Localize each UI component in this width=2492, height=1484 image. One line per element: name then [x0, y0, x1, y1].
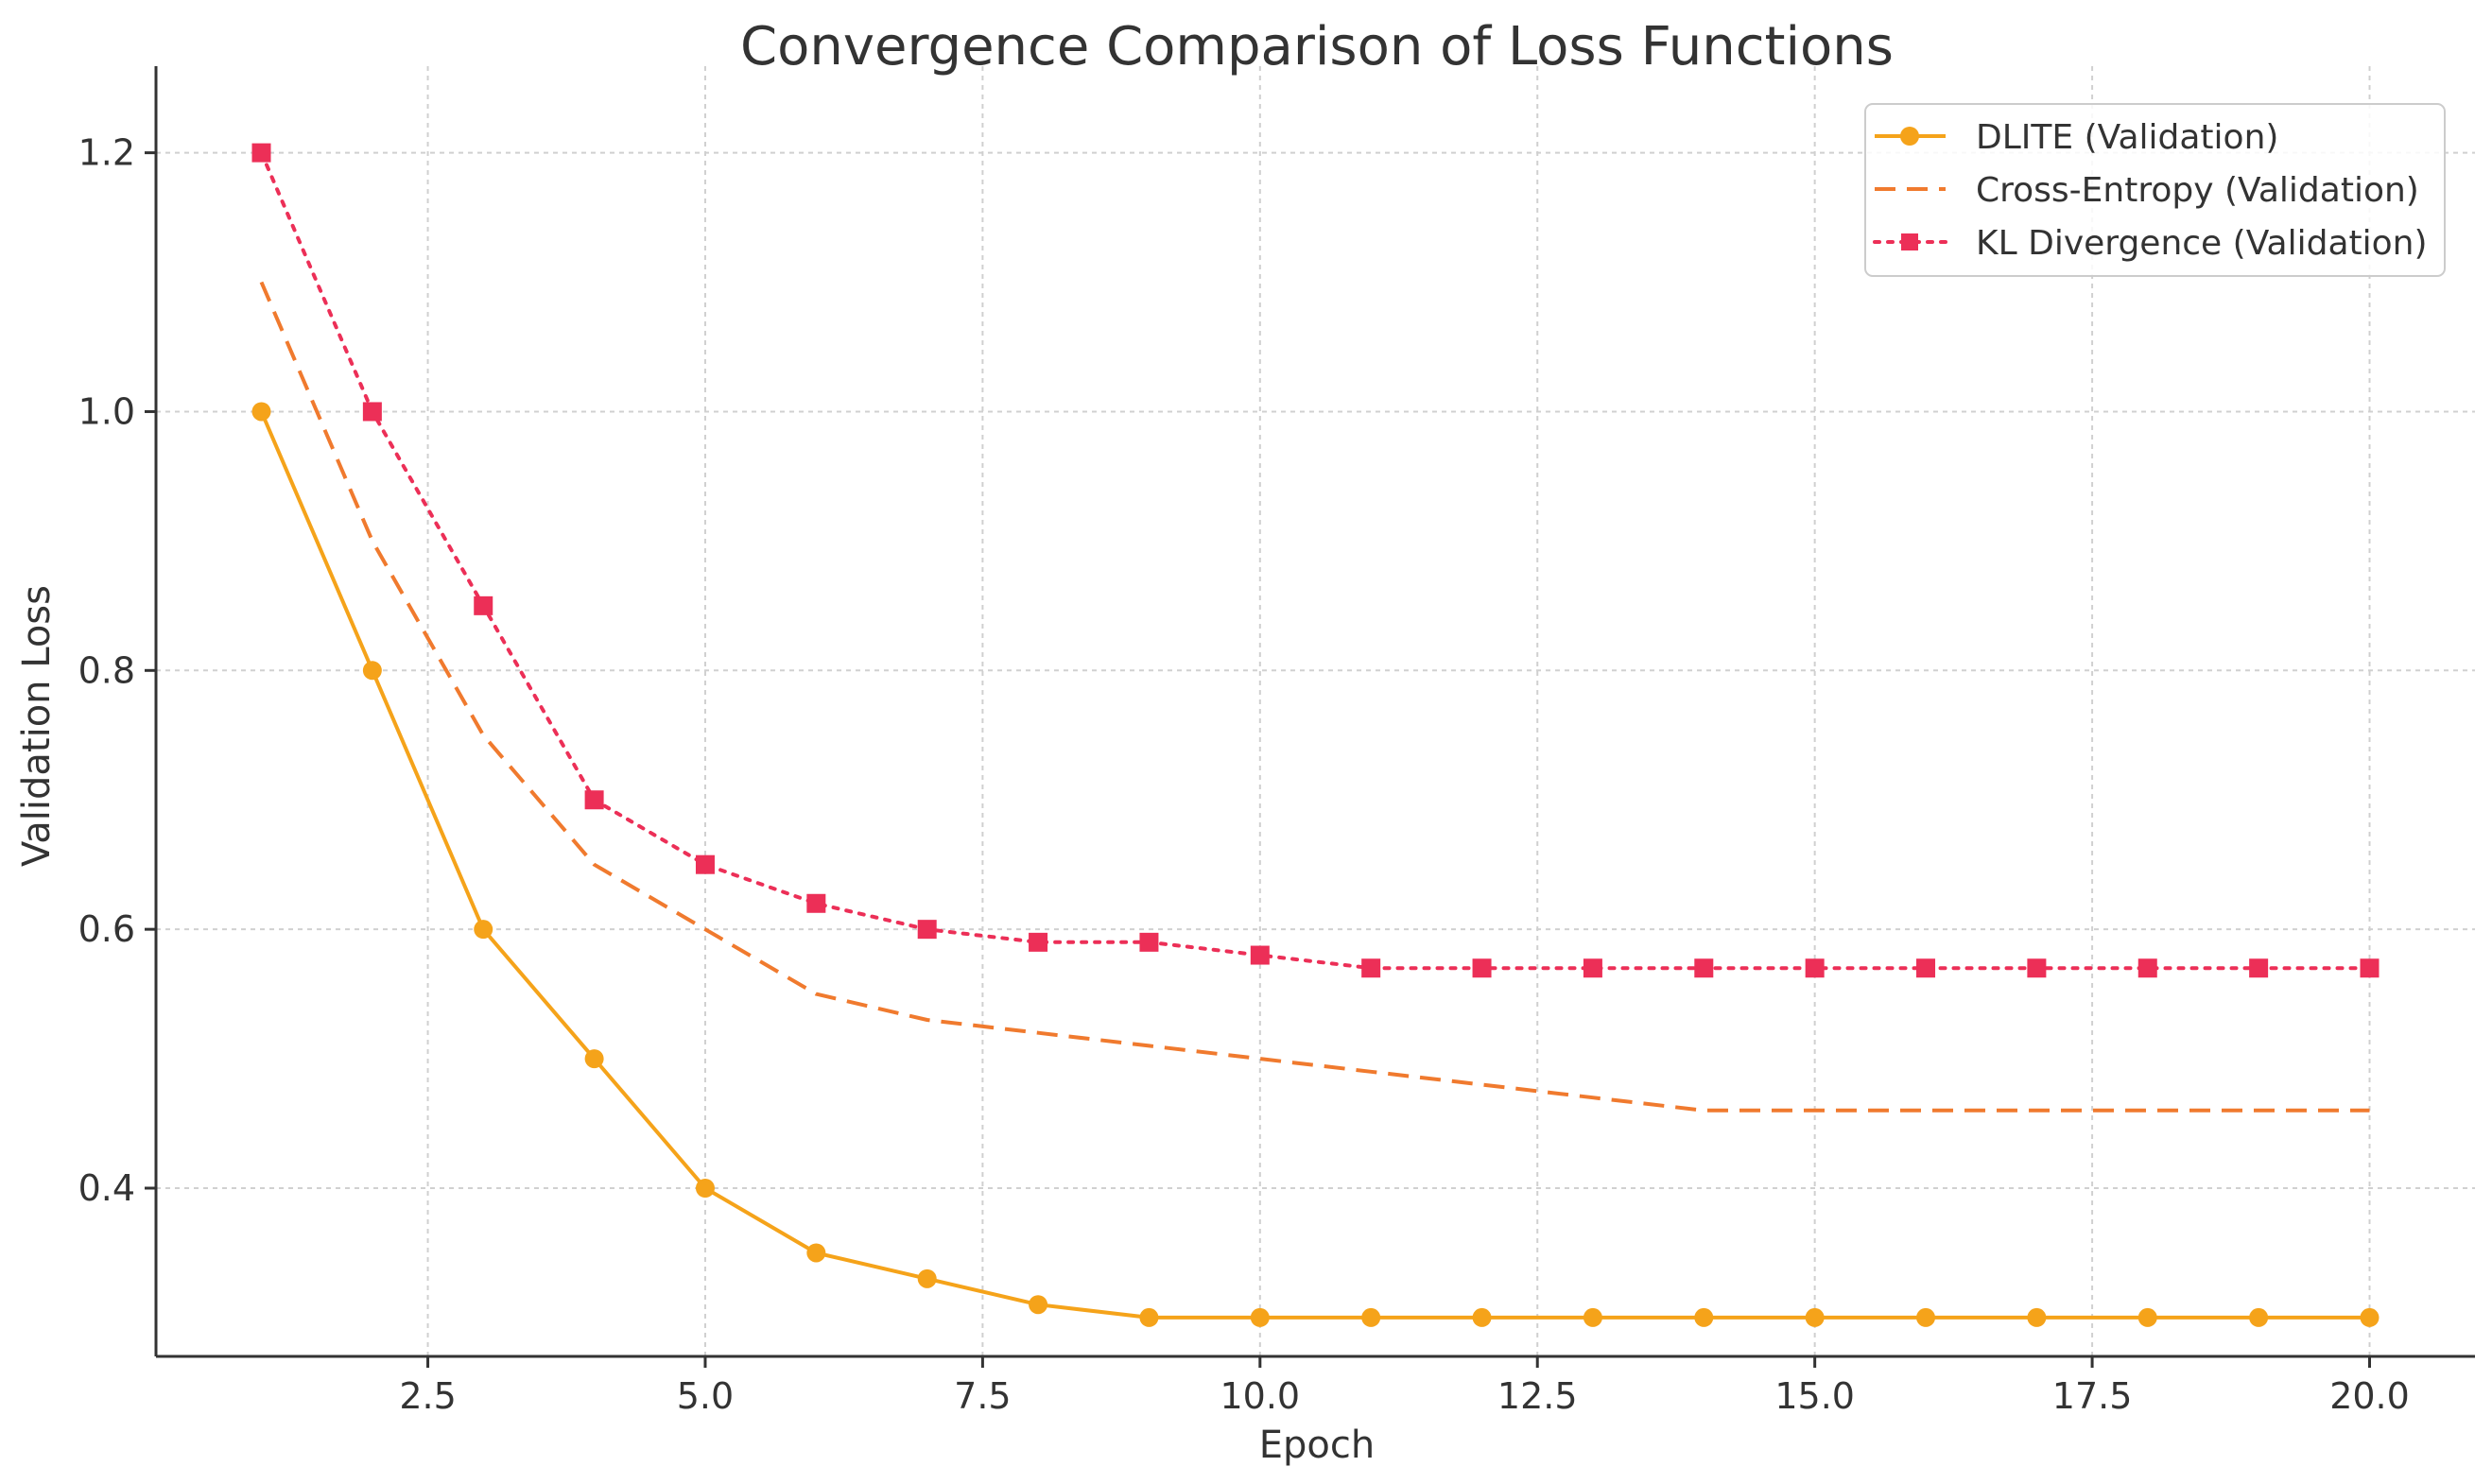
data-point — [1139, 932, 1159, 952]
data-point — [2249, 1307, 2269, 1327]
data-point — [806, 1243, 826, 1263]
axes — [154, 66, 2475, 1358]
series-0 — [251, 402, 2380, 1327]
data-point — [1361, 958, 1381, 978]
data-point — [1472, 1307, 1492, 1327]
data-point — [1916, 958, 1936, 978]
y-tick-label: 1.2 — [78, 132, 135, 174]
data-point — [917, 1268, 937, 1288]
x-tick-label: 17.5 — [2052, 1375, 2133, 1417]
data-point — [584, 790, 604, 810]
legend-box — [1864, 103, 2446, 277]
data-point — [1916, 1307, 1936, 1327]
data-point — [1583, 958, 1602, 978]
data-point — [251, 143, 271, 163]
legend-label: KL Divergence (Validation) — [1976, 224, 2428, 263]
x-tick-label: 12.5 — [1497, 1375, 1578, 1417]
data-point — [1805, 1307, 1825, 1327]
data-point — [2360, 1307, 2380, 1327]
series-2 — [251, 143, 2380, 978]
data-point — [2027, 1307, 2047, 1327]
data-point — [474, 595, 493, 615]
data-point — [362, 661, 382, 681]
chart-title: Convergence Comparison of Loss Functions — [740, 16, 1894, 78]
legend-label: Cross-Entropy (Validation) — [1976, 171, 2419, 210]
series-line — [259, 150, 2372, 971]
data-point — [584, 1049, 604, 1069]
data-point — [917, 920, 937, 940]
y-tick-label: 0.6 — [78, 908, 135, 950]
y-tick-label: 0.4 — [78, 1167, 135, 1209]
data-point — [474, 920, 493, 940]
data-point — [1029, 932, 1048, 952]
legend-item: Cross-Entropy (Validation) — [1875, 171, 2419, 210]
y-axis-label: Validation Loss — [15, 585, 59, 867]
legend: DLITE (Validation) Cross-Entropy (Validat… — [1864, 103, 2446, 277]
data-point — [1583, 1307, 1602, 1327]
data-point — [1361, 1307, 1381, 1327]
legend-item: DLITE (Validation) — [1875, 118, 2278, 157]
legend-item: KL Divergence (Validation) — [1873, 224, 2428, 263]
data-point — [251, 402, 271, 422]
x-tick-label: 20.0 — [2329, 1375, 2410, 1417]
x-tick-label: 2.5 — [399, 1375, 456, 1417]
data-point — [1805, 958, 1825, 978]
x-axis-label: Epoch — [1259, 1424, 1375, 1467]
data-point — [1029, 1295, 1048, 1315]
grid-lines — [156, 66, 2475, 1356]
data-point — [362, 402, 382, 422]
data-point — [695, 1179, 715, 1198]
data-point — [695, 854, 715, 874]
x-tick-label: 10.0 — [1220, 1375, 1301, 1417]
data-point — [2137, 1307, 2157, 1327]
x-tick-label: 5.0 — [677, 1375, 734, 1417]
data-point — [2249, 958, 2269, 978]
legend-marker — [1901, 233, 1918, 250]
data-point — [1472, 958, 1492, 978]
data-point — [1694, 958, 1714, 978]
legend-marker — [1900, 127, 1919, 146]
x-tick-label: 7.5 — [954, 1375, 1011, 1417]
data-point — [1250, 945, 1270, 965]
data-point — [1250, 1307, 1270, 1327]
series-line — [259, 410, 2370, 1320]
x-tick-label: 15.0 — [1774, 1375, 1855, 1417]
data-point — [2137, 958, 2157, 978]
y-tick-label: 0.8 — [78, 649, 135, 691]
ticks: 2.5 5.0 7.5 10.0 12.5 15.0 17.5 20.0 0.4 0.6 0.8 1.… — [78, 132, 2410, 1417]
data-point — [806, 893, 826, 913]
series-layer — [251, 143, 2380, 1327]
data-point — [2027, 958, 2047, 978]
y-tick-label: 1.0 — [78, 390, 135, 432]
data-point — [1139, 1307, 1159, 1327]
data-point — [2360, 958, 2380, 978]
legend-label: DLITE (Validation) — [1976, 118, 2278, 157]
data-point — [1694, 1307, 1714, 1327]
